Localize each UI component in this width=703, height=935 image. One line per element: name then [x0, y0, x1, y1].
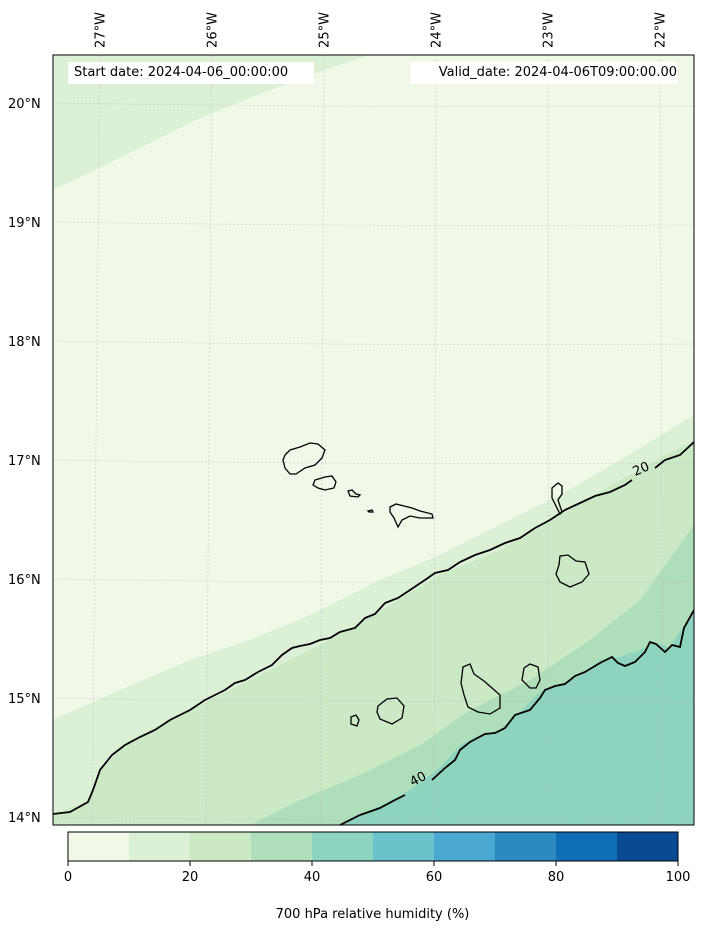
lon-label-24w: 24°W — [429, 12, 445, 48]
start-date-label: Start date: 2024-04-06_00:00:00 — [68, 62, 314, 84]
contour-40-line-east — [431, 609, 694, 781]
colorbar — [67, 831, 679, 866]
island-raso — [366, 509, 375, 513]
rh-band-40-50 — [340, 610, 694, 825]
lon-label-25w: 25°W — [317, 12, 333, 48]
island-santa-luzia — [347, 489, 362, 498]
colorbar-segment-2 — [190, 832, 251, 861]
coastlines — [282, 442, 590, 727]
lon-label-27w: 27°W — [93, 12, 109, 48]
island-sao-nicolau — [389, 503, 434, 529]
lon-label-23w: 23°W — [541, 12, 557, 48]
colorbar-segment-3 — [251, 832, 312, 861]
colorbar-segment-6 — [434, 832, 495, 861]
island-fogo — [376, 697, 405, 725]
contour-20-line — [53, 479, 633, 815]
island-brava — [350, 714, 360, 727]
colorbar-tick-20: 20 — [181, 870, 199, 885]
island-santo-antao — [282, 442, 326, 475]
colorbar-tick-40: 40 — [303, 870, 321, 885]
colorbar-segment-5 — [373, 832, 434, 861]
lat-label-17n: 17°N — [8, 454, 41, 469]
colorbar-tick-60: 60 — [425, 870, 443, 885]
graticule — [53, 55, 694, 825]
colorbar-segment-9 — [617, 832, 678, 861]
colorbar-segment-1 — [129, 832, 190, 861]
island-maio — [521, 663, 541, 689]
lat-label-18n: 18°N — [8, 335, 41, 350]
colorbar-tick-100: 100 — [665, 870, 691, 885]
colorbar-tick-80: 80 — [547, 870, 565, 885]
contour-20-line-east — [654, 441, 694, 469]
island-sal — [551, 482, 563, 516]
valid-date-label: Valid_date: 2024-04-06T09:00:00.00 — [410, 62, 677, 84]
island-boa-vista — [555, 554, 590, 588]
map-frame — [52, 54, 695, 826]
lat-label-15n: 15°N — [8, 692, 41, 707]
colorbar-segment-0 — [68, 832, 129, 861]
colorbar-segment-4 — [312, 832, 373, 861]
lat-label-19n: 19°N — [8, 216, 41, 231]
colorbar-frame — [67, 831, 679, 862]
lon-label-22w: 22°W — [653, 12, 669, 48]
contour-40-line — [339, 794, 406, 825]
colorbar-segment-7 — [495, 832, 556, 861]
rh-band-10-20-north — [53, 55, 370, 190]
lat-label-16n: 16°N — [8, 573, 41, 588]
lat-label-20n: 20°N — [8, 97, 41, 112]
colorbar-title: 700 hPa relative humidity (%) — [275, 907, 470, 922]
island-santiago — [460, 663, 501, 715]
lon-label-26w: 26°W — [205, 12, 221, 48]
colorbar-tick-0: 0 — [63, 870, 73, 885]
colorbar-segment-8 — [556, 832, 617, 861]
island-sao-vicente — [312, 475, 337, 491]
lat-label-14n: 14°N — [8, 811, 41, 826]
